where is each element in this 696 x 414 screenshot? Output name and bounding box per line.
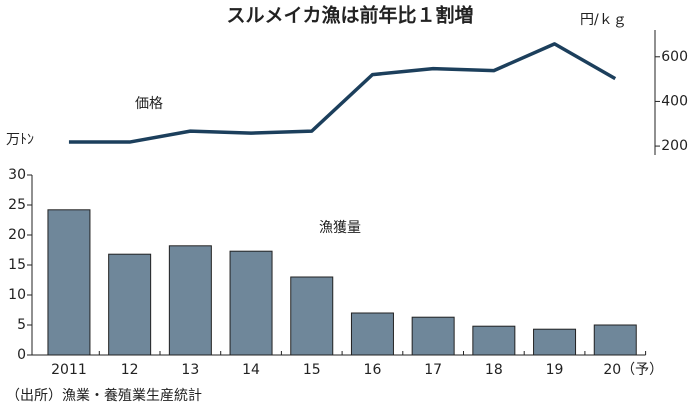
y-tick-label: 200 xyxy=(661,138,688,154)
series-label: 価格 xyxy=(135,96,163,112)
bar xyxy=(290,276,334,356)
bar xyxy=(533,328,577,356)
x-tick-label: 2011 xyxy=(51,362,87,378)
x-tick-label: 17 xyxy=(424,362,442,378)
y-tick-label: 600 xyxy=(661,49,688,65)
bar xyxy=(350,312,394,356)
y-axis-label: 万ﾄﾝ xyxy=(6,132,34,148)
x-tick-label: 19 xyxy=(546,362,564,378)
y-tick-label: 15 xyxy=(8,257,26,273)
bar xyxy=(47,209,91,356)
bar xyxy=(593,324,637,356)
chart-title: スルメイカ漁は前年比１割増 xyxy=(226,4,473,27)
x-tick-label: 20（予） xyxy=(603,362,663,378)
y-tick-label: 20 xyxy=(8,227,26,243)
bar xyxy=(168,245,212,356)
series-label: 漁獲量 xyxy=(319,220,361,236)
bar xyxy=(108,253,152,356)
bar xyxy=(411,316,455,356)
x-tick-label: 15 xyxy=(303,362,321,378)
y-axis-label: 円/ｋｇ xyxy=(580,12,627,28)
x-tick-label: 12 xyxy=(121,362,139,378)
price-line xyxy=(68,42,617,144)
y-tick-label: 25 xyxy=(8,197,26,213)
y-tick-label: 0 xyxy=(17,347,26,363)
x-tick-label: 13 xyxy=(181,362,199,378)
y-tick-label: 10 xyxy=(8,287,26,303)
bar xyxy=(472,325,516,356)
y-tick-label: 30 xyxy=(8,167,26,183)
x-tick-label: 14 xyxy=(242,362,260,378)
x-tick-label: 18 xyxy=(485,362,503,378)
y-tick-label: 5 xyxy=(17,317,26,333)
source: （出所）漁業・養殖業生産統計 xyxy=(6,387,202,404)
y-tick-label: 400 xyxy=(661,93,688,109)
x-tick-label: 16 xyxy=(364,362,382,378)
bar xyxy=(229,250,273,356)
